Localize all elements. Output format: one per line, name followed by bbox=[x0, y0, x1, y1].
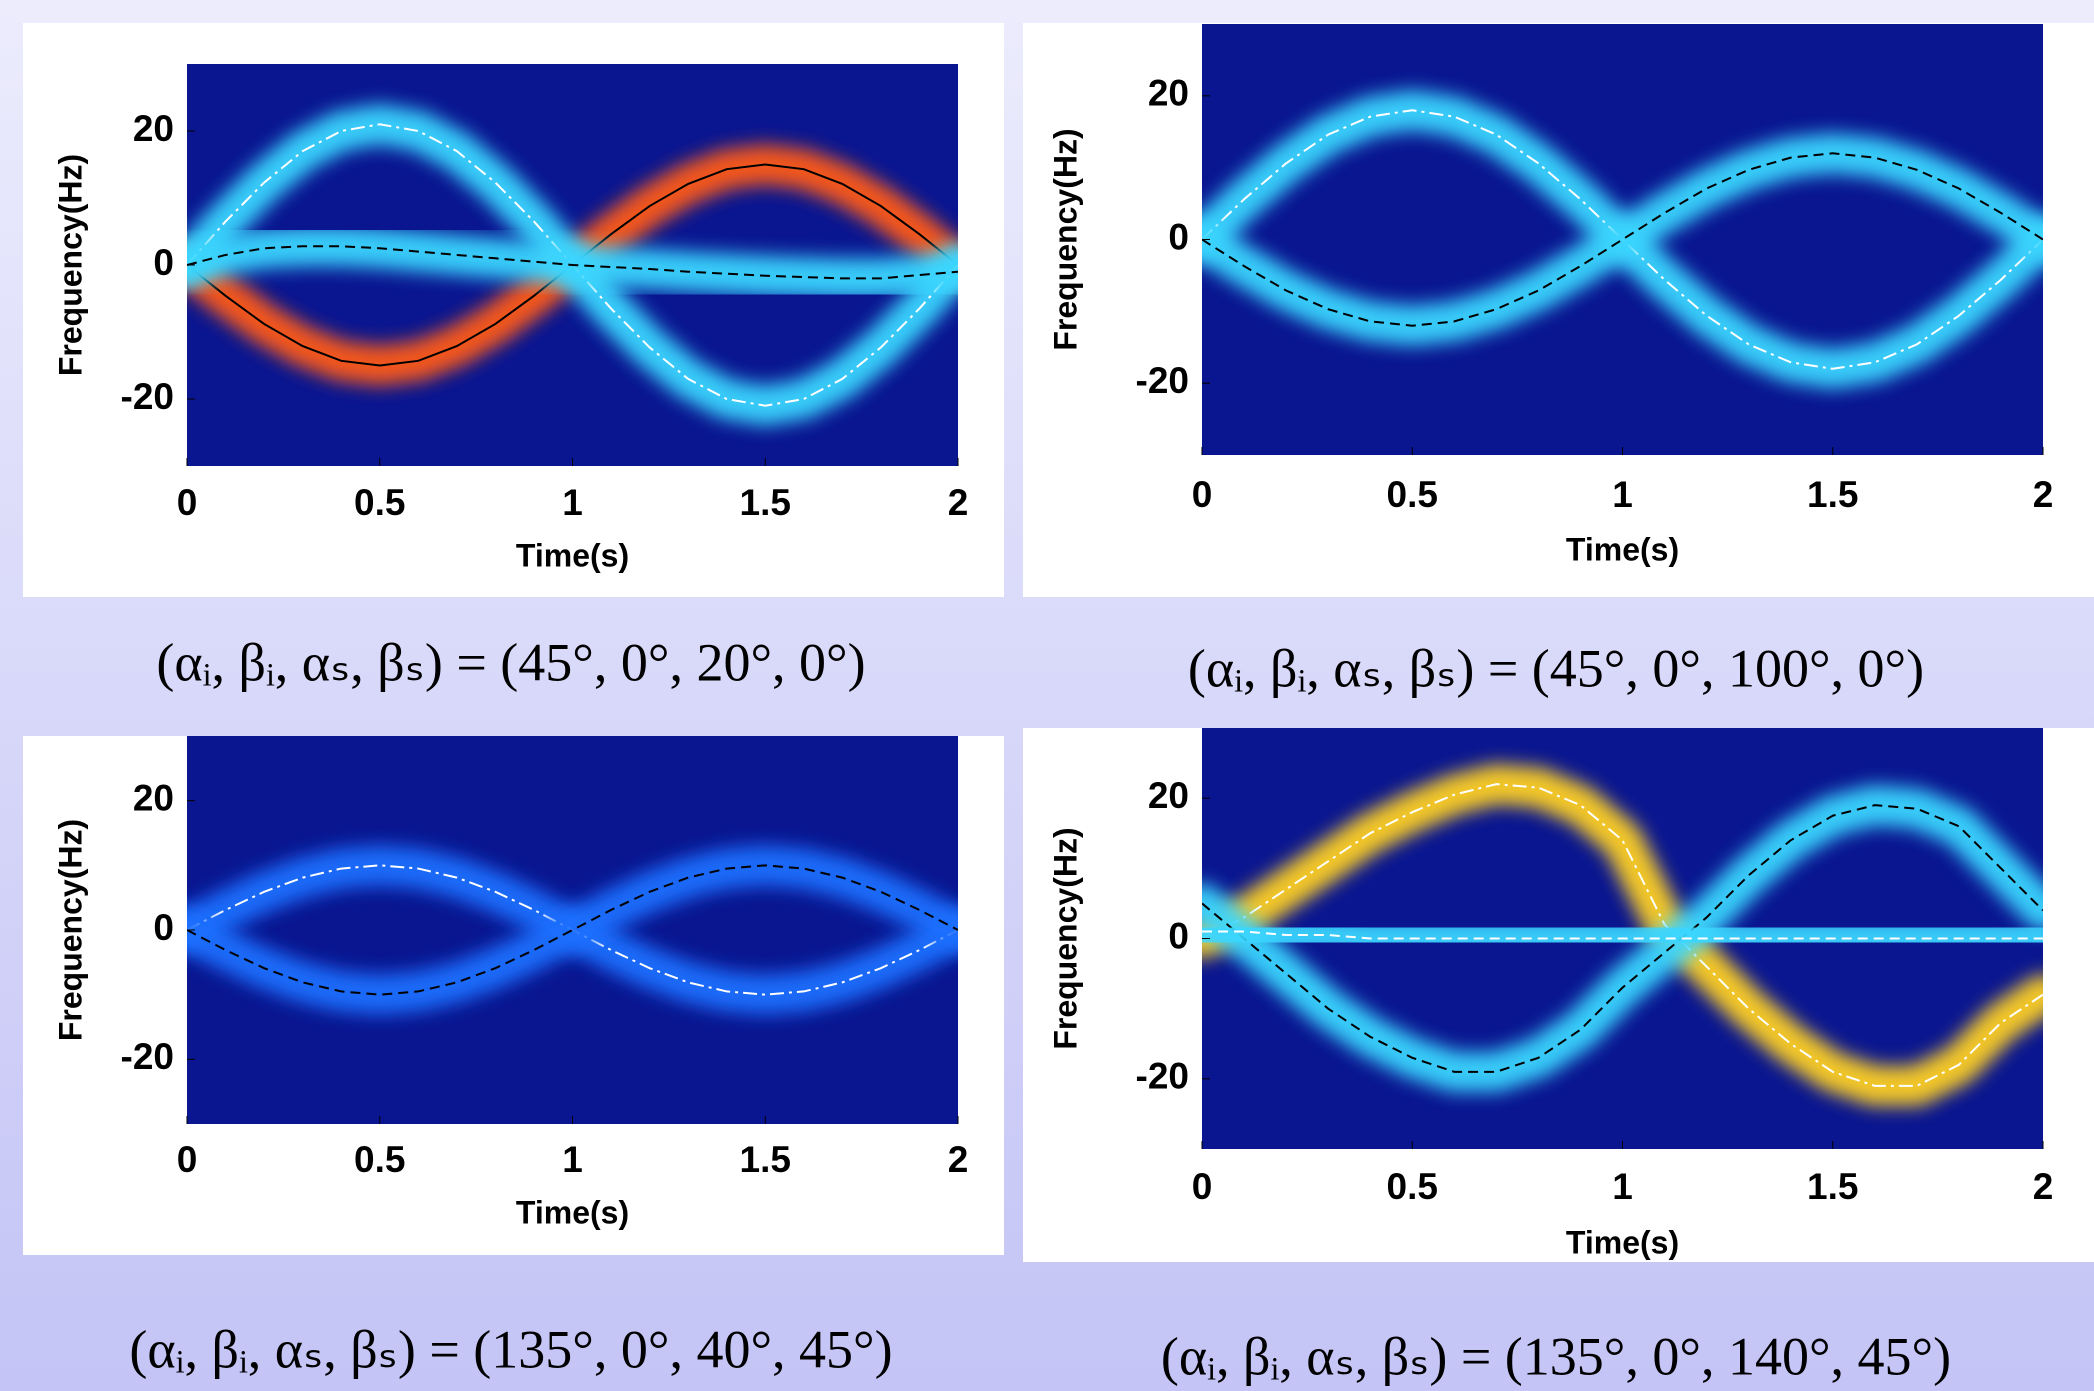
plot-content bbox=[1202, 90, 2043, 389]
x-tick-label: 0.5 bbox=[1387, 474, 1438, 515]
ridge-glow bbox=[1202, 911, 2043, 959]
x-tick-label: 1 bbox=[562, 1139, 583, 1180]
plot-content bbox=[187, 104, 958, 426]
x-tick-label: 1.5 bbox=[1807, 474, 1858, 515]
x-axis-label: Time(s) bbox=[516, 1194, 629, 1230]
panel: 0 0.5 1 1.5 2 -20 0 20 Time(s) Frequency(Hz) bbox=[1023, 23, 2094, 597]
y-tick-label: 0 bbox=[153, 242, 174, 283]
caption: (αᵢ, βᵢ, αₛ, βₛ) = (135°, 0°, 140°, 45°) bbox=[1161, 1326, 1951, 1386]
ridge-line bbox=[1202, 804, 2043, 1073]
x-tick-label: 1.5 bbox=[1807, 1166, 1858, 1207]
plot-content bbox=[1202, 764, 2043, 1106]
y-tick-label: 0 bbox=[1168, 915, 1189, 956]
plot-content bbox=[187, 845, 958, 1015]
x-tick-label: 0 bbox=[1192, 474, 1213, 515]
x-tick-label: 0 bbox=[177, 482, 198, 523]
x-axis-label: Time(s) bbox=[1566, 531, 1679, 567]
x-tick-label: 0 bbox=[1192, 1166, 1213, 1207]
caption: (αᵢ, βᵢ, αₛ, βₛ) = (45°, 0°, 20°, 0°) bbox=[156, 632, 865, 692]
y-axis-label: Frequency(Hz) bbox=[52, 154, 88, 376]
y-axis-label: Frequency(Hz) bbox=[52, 819, 88, 1041]
x-tick-label: 0 bbox=[177, 1139, 198, 1180]
y-tick-label: 20 bbox=[1148, 73, 1189, 114]
x-tick-label: 0.5 bbox=[354, 1139, 405, 1180]
x-tick-label: 1 bbox=[1612, 1166, 1633, 1207]
y-axis-label: Frequency(Hz) bbox=[1047, 128, 1083, 350]
y-tick-label: -20 bbox=[121, 1036, 174, 1077]
caption: (αᵢ, βᵢ, αₛ, βₛ) = (135°, 0°, 40°, 45°) bbox=[129, 1319, 892, 1379]
ridge-line bbox=[1202, 783, 2043, 1087]
x-tick-label: 1 bbox=[562, 482, 583, 523]
panel: 0 0.5 1 1.5 2 -20 0 20 Time(s) Frequency(Hz) bbox=[23, 736, 1004, 1255]
y-tick-label: 0 bbox=[153, 907, 174, 948]
y-tick-label: -20 bbox=[121, 376, 174, 417]
y-tick-label: -20 bbox=[1136, 360, 1189, 401]
x-tick-label: 0.5 bbox=[354, 482, 405, 523]
x-tick-label: 0.5 bbox=[1387, 1166, 1438, 1207]
y-tick-label: 20 bbox=[133, 777, 174, 818]
x-tick-label: 2 bbox=[2033, 1166, 2054, 1207]
ridge-line bbox=[1202, 930, 2043, 940]
y-tick-label: 0 bbox=[1168, 216, 1189, 257]
x-axis-label: Time(s) bbox=[516, 537, 629, 573]
caption: (αᵢ, βᵢ, αₛ, βₛ) = (45°, 0°, 100°, 0°) bbox=[1188, 638, 1924, 698]
x-tick-label: 2 bbox=[2033, 474, 2054, 515]
y-tick-label: 20 bbox=[133, 108, 174, 149]
x-tick-label: 1.5 bbox=[740, 482, 791, 523]
y-tick-label: 20 bbox=[1148, 775, 1189, 816]
y-axis-label: Frequency(Hz) bbox=[1047, 827, 1083, 1049]
x-axis-label: Time(s) bbox=[1566, 1224, 1679, 1260]
x-tick-label: 1 bbox=[1612, 474, 1633, 515]
x-tick-label: 2 bbox=[948, 482, 969, 523]
x-tick-label: 2 bbox=[948, 1139, 969, 1180]
panel: 0 0.5 1 1.5 2 -20 0 20 Time(s) Frequency(Hz) bbox=[23, 23, 1004, 597]
x-tick-label: 1.5 bbox=[740, 1139, 791, 1180]
panel: 0 0.5 1 1.5 2 -20 0 20 Time(s) Frequency(Hz) bbox=[1023, 728, 2094, 1262]
y-tick-label: -20 bbox=[1136, 1056, 1189, 1097]
